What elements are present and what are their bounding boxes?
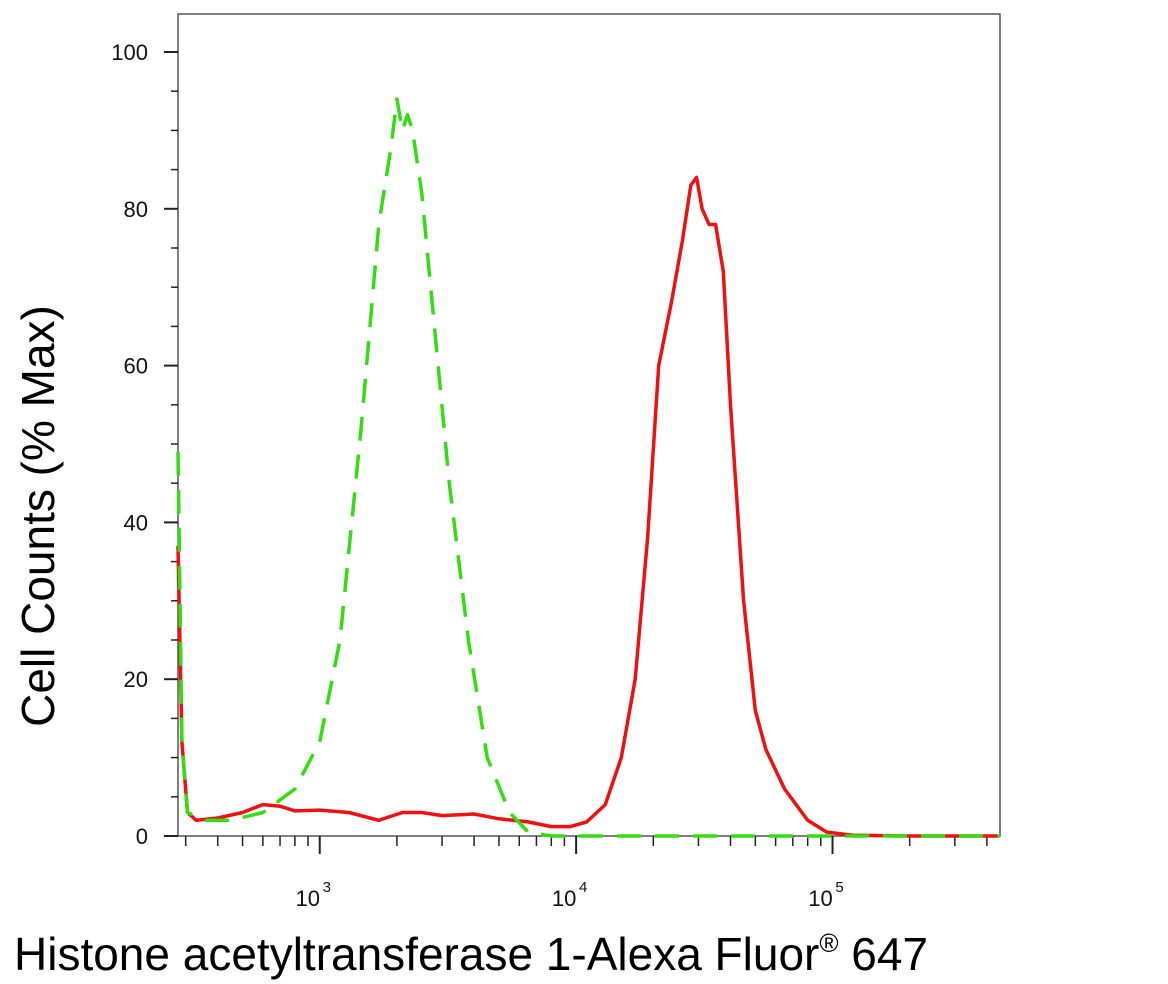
x-tick-label-exponent: 4 bbox=[579, 879, 587, 896]
x-tick-label: 10 bbox=[552, 886, 576, 911]
x-tick-label: 10 bbox=[296, 886, 320, 911]
plot-frame bbox=[177, 13, 1001, 837]
series-solid-line bbox=[176, 175, 1000, 838]
x-tick-label-exponent: 5 bbox=[835, 879, 843, 896]
x-axis-title-main: Histone acetyltransferase 1-Alexa Fluor bbox=[14, 928, 819, 980]
series-dashed-line bbox=[176, 97, 1000, 838]
x-tick-label: 10 bbox=[808, 886, 832, 911]
y-tick-label: 0 bbox=[136, 824, 148, 849]
y-axis-ticks: 0 20 40 60 80 100 bbox=[111, 40, 178, 849]
x-axis-title: Histone acetyltransferase 1-Alexa Fluor®… bbox=[14, 928, 928, 980]
y-tick-label: 100 bbox=[111, 40, 148, 65]
y-tick-label: 40 bbox=[124, 510, 148, 535]
x-tick-label-exponent: 3 bbox=[323, 879, 331, 896]
x-axis-ticks: 10 3 10 4 10 5 bbox=[184, 836, 988, 911]
x-axis-title-suffix: 647 bbox=[839, 928, 929, 980]
y-tick-label: 80 bbox=[124, 197, 148, 222]
x-axis-title-registered-mark: ® bbox=[819, 928, 838, 958]
series-layer bbox=[176, 97, 1000, 838]
y-axis-title: Cell Counts (% Max) bbox=[12, 305, 64, 727]
y-tick-label: 20 bbox=[124, 667, 148, 692]
y-tick-label: 60 bbox=[124, 354, 148, 379]
